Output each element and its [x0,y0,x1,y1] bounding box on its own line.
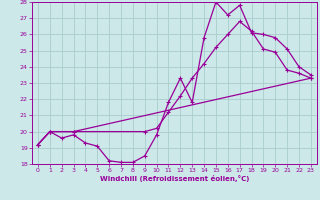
X-axis label: Windchill (Refroidissement éolien,°C): Windchill (Refroidissement éolien,°C) [100,175,249,182]
